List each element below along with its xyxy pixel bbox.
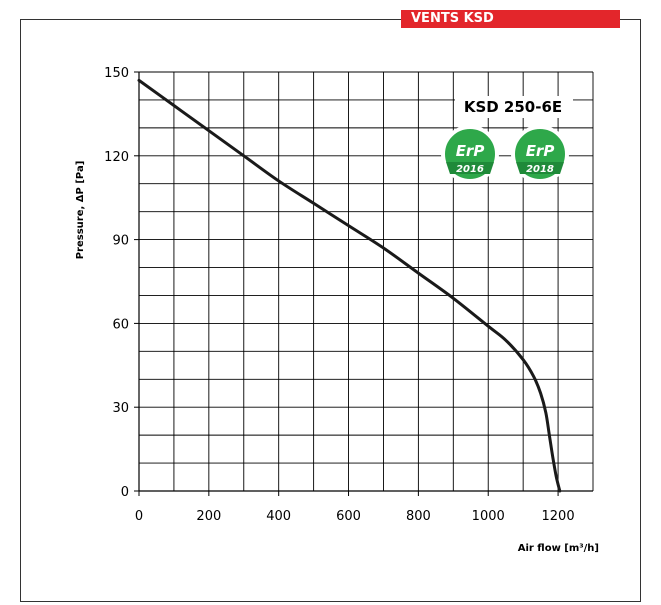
x-tick-label: 0 — [135, 509, 143, 524]
brand-label: VENTS KSD — [411, 11, 494, 26]
erp-2016-label: ErP — [456, 142, 485, 160]
x-tick-label: 200 — [196, 509, 221, 524]
erp-2018-year: 2018 — [526, 164, 554, 175]
y-tick-label: 30 — [112, 401, 129, 416]
y-tick-label: 120 — [104, 150, 129, 165]
brand-banner: VENTS KSD — [401, 10, 620, 28]
x-tick-label: 800 — [406, 509, 431, 524]
y-tick-label: 0 — [121, 485, 129, 500]
x-tick-label: 400 — [266, 509, 291, 524]
y-tick-label: 60 — [112, 317, 129, 332]
model-label-background — [455, 96, 573, 118]
y-tick-label: 90 — [112, 234, 129, 249]
x-axis-title: Air flow [m³/h] — [518, 543, 599, 554]
x-tick-label: 600 — [336, 509, 361, 524]
erp-2016-badge: ErP 2016 — [441, 125, 499, 183]
tick-labels: 0 200 400 600 800 1000 1200 0 30 60 90 120 150 — [104, 66, 574, 524]
erp-2018-badge: ErP 2018 — [511, 125, 569, 183]
y-axis-title: Pressure, ΔP [Pa] — [75, 161, 86, 260]
erp-2018-label: ErP — [526, 142, 555, 160]
performance-curve — [137, 78, 562, 493]
model-label: KSD 250-6E — [464, 98, 562, 116]
x-tick-label: 1000 — [472, 509, 505, 524]
x-tick-label: 1200 — [542, 509, 575, 524]
y-tick-label: 150 — [104, 66, 129, 81]
erp-2016-year: 2016 — [456, 164, 484, 175]
